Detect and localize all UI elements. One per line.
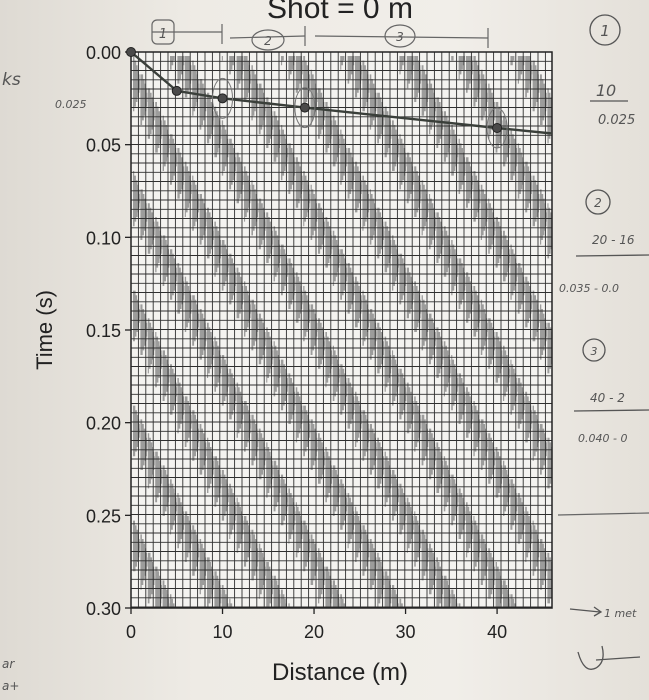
note-squiggle — [577, 645, 641, 670]
note-bottom-left-2: a+ — [2, 679, 19, 693]
segment-markers — [151, 19, 489, 51]
pick-point — [171, 85, 182, 96]
pick-highlight — [486, 107, 508, 149]
note-seg1-num: 10 — [596, 81, 616, 100]
segment-2-label: 2 — [264, 34, 272, 48]
note-seg3-den: 0.040 - 0 — [578, 432, 627, 445]
y-axis-label: Time (s) — [32, 290, 57, 370]
note-seg2-den: 0.035 - 0.0 — [559, 282, 619, 295]
pick-highlight — [294, 87, 316, 129]
segment-2-ellipse — [251, 29, 285, 51]
segment-1-label: 1 — [159, 27, 167, 42]
plot-grid — [131, 52, 552, 608]
x-tick-label: 10 — [213, 622, 233, 642]
seismic-traces — [133, 56, 552, 608]
x-tick-label: 40 — [487, 622, 507, 642]
pick-point — [492, 122, 503, 133]
x-tick-label: 20 — [304, 622, 324, 642]
first-arrival-picks — [126, 47, 553, 149]
note-top-left: ks — [2, 70, 21, 90]
first-arrival-line — [130, 51, 553, 135]
y-tick-label: 0.00 — [86, 43, 121, 63]
note-circle-2 — [585, 189, 611, 215]
note-picked-time: 0.025 — [55, 98, 87, 111]
y-tick-label: 0.20 — [86, 414, 121, 434]
y-tick-label: 0.15 — [86, 321, 121, 341]
segment-1-box — [151, 19, 175, 45]
segment-3-ellipse — [384, 24, 416, 48]
y-axis: 0.00 0.05 0.10 0.15 0.20 0.25 0.30 — [86, 43, 131, 619]
note-seg3-num: 40 - 2 — [590, 391, 625, 405]
pick-point — [217, 93, 228, 104]
x-axis: 0 10 20 30 40 — [126, 608, 507, 642]
y-tick-label: 0.30 — [86, 599, 121, 619]
y-tick-label: 0.10 — [86, 228, 121, 248]
x-axis-label: Distance (m) — [272, 659, 408, 686]
note-seg1-den: 0.025 — [598, 113, 635, 128]
note-circle-3 — [582, 338, 606, 362]
x-tick-label: 30 — [396, 622, 416, 642]
note-circle-3-label: 3 — [591, 345, 598, 358]
note-circle-1-label: 1 — [600, 22, 610, 40]
pick-point — [126, 47, 136, 57]
y-tick-label: 0.25 — [86, 506, 121, 526]
y-tick-label: 0.05 — [86, 136, 121, 156]
pick-point — [299, 102, 310, 113]
note-circle-1 — [589, 14, 621, 46]
note-circle-2-label: 2 — [594, 196, 602, 210]
segment-3-label: 3 — [396, 30, 404, 44]
note-bottom-left-1: ar — [2, 657, 15, 671]
note-bottom-right: 1 met — [604, 607, 637, 620]
note-seg2-num: 20 - 16 — [592, 233, 635, 247]
x-tick-label: 0 — [126, 622, 136, 642]
pick-highlight — [212, 77, 234, 119]
chart-title: Shot = 0 m — [267, 0, 413, 25]
